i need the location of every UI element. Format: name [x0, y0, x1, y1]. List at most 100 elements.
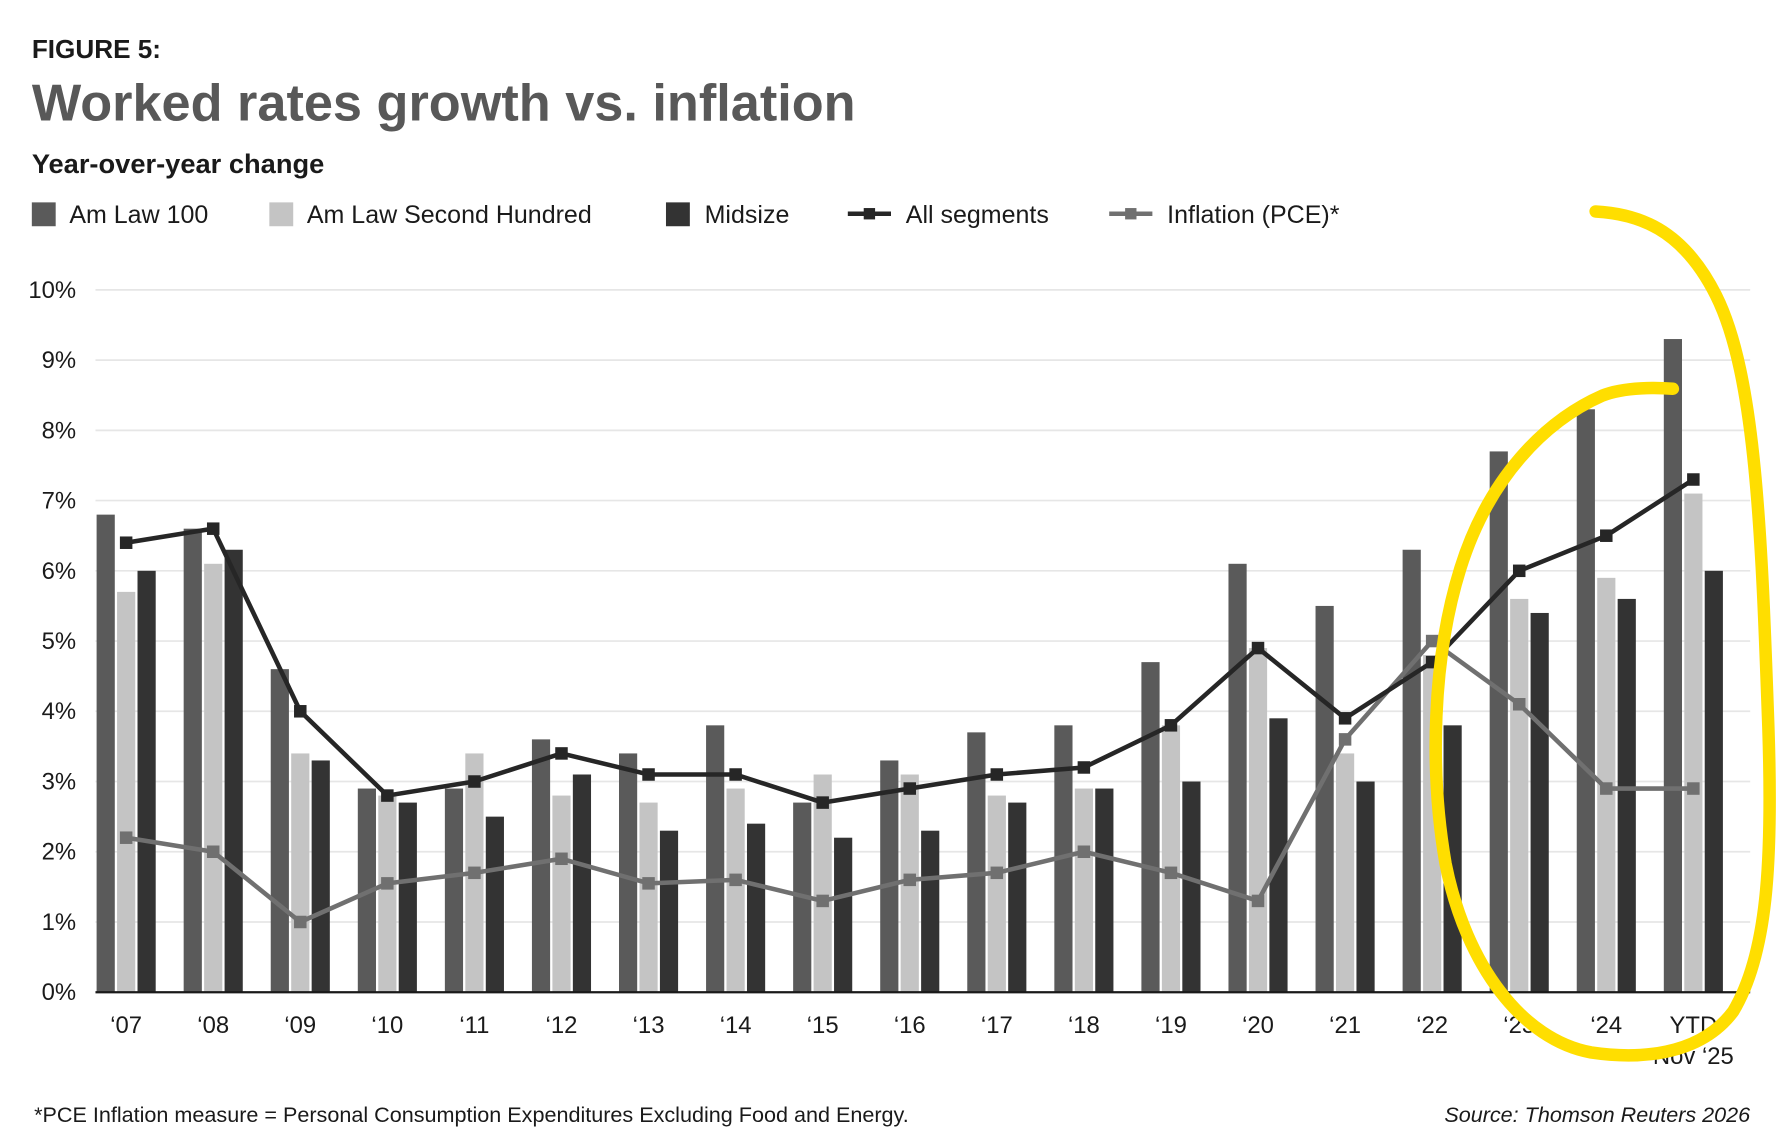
- bar-am-law-second-hundred: [639, 802, 658, 993]
- bar-am-law-second-hundred: [726, 788, 745, 993]
- legend-label-all-segments: All segments: [906, 201, 1049, 229]
- bar-am-law-second-hundred: [552, 795, 571, 993]
- point-all-segments: [903, 782, 917, 795]
- x-tick-label: ‘09: [284, 1012, 316, 1039]
- point-inflation: [1251, 894, 1265, 908]
- bar-am-law-100: [1228, 563, 1247, 993]
- x-tick-label: ‘20: [1242, 1012, 1274, 1039]
- legend-swatch-am-law-second-hundred: [269, 202, 294, 227]
- x-tick-label: ‘24: [1590, 1012, 1622, 1039]
- point-all-segments: [642, 768, 655, 781]
- y-tick-label: 10%: [28, 277, 76, 304]
- bar-midsize: [1617, 598, 1636, 993]
- legend-swatch-midsize: [665, 202, 690, 227]
- bar-am-law-second-hundred: [1161, 725, 1181, 993]
- legend-label-inflation: Inflation (PCE)*: [1167, 201, 1340, 229]
- bar-am-law-100: [1315, 605, 1334, 993]
- bar-am-law-100: [444, 788, 464, 993]
- point-all-segments: [1338, 712, 1352, 725]
- bar-midsize: [1008, 802, 1027, 993]
- bar-midsize: [485, 816, 504, 993]
- y-tick-label: 1%: [42, 909, 76, 936]
- bars: [96, 339, 1723, 993]
- bar-am-law-100: [1663, 339, 1682, 993]
- legend-marker-inflation: [1125, 208, 1137, 220]
- bar-am-law-100: [1576, 409, 1595, 993]
- bar-midsize: [659, 830, 679, 993]
- bar-midsize: [1356, 781, 1375, 993]
- y-tick-label: 3%: [42, 768, 76, 795]
- bar-am-law-100: [706, 725, 725, 993]
- point-inflation: [816, 894, 829, 908]
- bar-am-law-second-hundred: [117, 591, 136, 993]
- legend-label-midsize: Midsize: [705, 201, 790, 229]
- point-inflation: [1425, 634, 1439, 648]
- bar-am-law-100: [1141, 662, 1160, 993]
- point-inflation: [294, 915, 307, 929]
- point-all-segments: [468, 775, 481, 788]
- point-all-segments: [1164, 719, 1178, 732]
- x-tick-label: ‘17: [981, 1012, 1013, 1039]
- bar-am-law-100: [619, 753, 638, 993]
- bar-am-law-100: [1402, 549, 1421, 993]
- x-tick-label: ‘19: [1155, 1012, 1187, 1039]
- point-all-segments: [1077, 761, 1091, 774]
- x-tick-label: ‘11: [459, 1012, 489, 1039]
- bar-am-law-100: [183, 528, 202, 993]
- bar-midsize: [746, 823, 766, 993]
- x-tick-label: ‘07: [110, 1012, 142, 1039]
- point-inflation: [1512, 698, 1526, 711]
- y-tick-label: 0%: [42, 979, 76, 1006]
- point-all-segments: [1512, 564, 1526, 578]
- point-inflation: [990, 866, 1004, 880]
- point-all-segments: [555, 747, 568, 760]
- x-tick-label: ‘13: [633, 1012, 665, 1039]
- bar-midsize: [1182, 781, 1201, 993]
- bar-am-law-second-hundred: [1248, 648, 1268, 993]
- point-inflation: [1338, 733, 1352, 746]
- bar-am-law-100: [880, 760, 899, 993]
- bar-midsize: [572, 774, 592, 993]
- bar-am-law-second-hundred: [291, 753, 310, 993]
- legend-swatch-am-law-100: [31, 202, 56, 227]
- bar-midsize: [1704, 570, 1723, 993]
- bar-midsize: [1269, 718, 1288, 993]
- legend-label-am-law-second-hundred: Am Law Second Hundred: [307, 201, 592, 229]
- annotation-circle: [1429, 205, 1776, 1062]
- point-all-segments: [206, 522, 220, 535]
- point-inflation: [729, 873, 742, 887]
- chart-subtitle: Year-over-year change: [32, 148, 325, 179]
- point-inflation: [1077, 845, 1091, 859]
- point-all-segments: [990, 768, 1004, 781]
- point-all-segments: [294, 705, 307, 718]
- bar-am-law-100: [1489, 451, 1508, 993]
- bar-am-law-100: [531, 739, 551, 993]
- y-tick-label: 5%: [42, 628, 76, 655]
- footnote: *PCE Inflation measure = Personal Consum…: [34, 1102, 909, 1127]
- point-all-segments: [381, 789, 394, 802]
- bar-midsize: [224, 549, 243, 993]
- point-all-segments: [1251, 641, 1265, 655]
- bar-midsize: [137, 570, 156, 993]
- x-tick-label: ‘12: [546, 1012, 578, 1039]
- point-inflation: [468, 866, 481, 880]
- bar-am-law-second-hundred: [1684, 493, 1703, 993]
- chart-title: Worked rates growth vs. inflation: [32, 75, 856, 133]
- point-all-segments: [119, 536, 133, 549]
- point-all-segments: [816, 796, 829, 809]
- point-all-segments: [729, 768, 742, 781]
- x-tick-label: ‘18: [1068, 1012, 1100, 1039]
- y-tick-label: 4%: [42, 698, 76, 725]
- point-inflation: [555, 852, 568, 866]
- x-tick-label: ‘16: [894, 1012, 926, 1039]
- bar-am-law-100: [967, 732, 986, 993]
- bar-am-law-second-hundred: [1510, 598, 1529, 993]
- bar-am-law-second-hundred: [1335, 753, 1355, 993]
- bar-midsize: [921, 830, 940, 993]
- bar-midsize: [1530, 612, 1549, 993]
- y-tick-label: 8%: [42, 417, 76, 444]
- bar-midsize: [311, 760, 330, 993]
- bar-am-law-100: [96, 514, 115, 993]
- point-inflation: [1687, 782, 1700, 795]
